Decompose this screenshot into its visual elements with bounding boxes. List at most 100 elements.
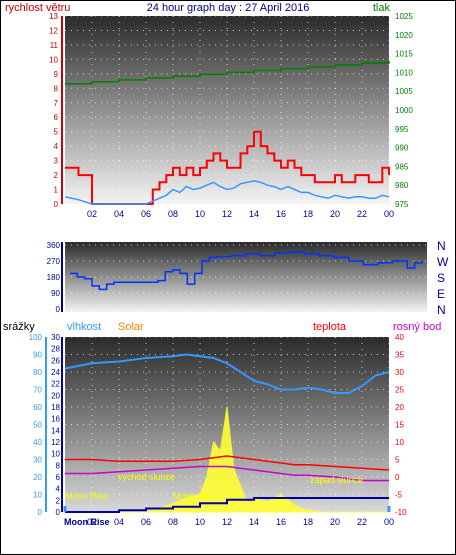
pressure-tick-label: 975 <box>395 200 409 209</box>
wind-speed-tick-label: 5 <box>54 128 59 137</box>
temperature-tick-label: 35 <box>395 351 404 360</box>
wind-speed-tick-label: 7 <box>54 99 59 108</box>
humidity-tick-label: 2 <box>56 496 61 505</box>
wind-speed-tick-label: 8 <box>54 84 59 93</box>
compass-tick-label: N <box>437 303 446 317</box>
panel-3-series <box>63 353 391 513</box>
direction-degree-tick-label: 0 <box>56 305 61 314</box>
humidity-tick-label: 12 <box>51 438 60 447</box>
sunrise-annotation: východ slunce <box>118 472 175 482</box>
humidity-tick-label: 30 <box>51 333 60 342</box>
average-wind-line <box>64 180 390 205</box>
temperature-tick-label: 25 <box>395 386 404 395</box>
panel-1-y-axis-right: 975 980 985 990 995 1000 1005 1010 1015 1020 1025 <box>395 12 413 209</box>
panel-1-x-axis: 02 04 06 08 10 12 14 16 18 20 22 00 <box>87 209 394 219</box>
moon-set-annotation: Moon Set <box>173 491 212 501</box>
wind-direction-line <box>70 251 423 291</box>
pressure-tick-label: 1000 <box>395 106 413 115</box>
humidity-tick-label: 14 <box>51 426 60 435</box>
panel-3-x-tick-label: 08 <box>168 517 178 527</box>
panel-1-x-tick-label: 18 <box>303 209 313 219</box>
wind-pressure-panel: rychlost větru 24 hour graph day : 27 Ap… <box>5 2 413 219</box>
humidity-tick-label: 10 <box>51 450 60 459</box>
panel-3-x-tick-label: 18 <box>303 517 313 527</box>
compass-tick-label: N <box>437 239 446 253</box>
pressure-tick-label: 1020 <box>395 31 413 40</box>
panel-3-x-tick-label: 04 <box>114 517 124 527</box>
humidity-tick-label: 4 <box>56 485 61 494</box>
panel-1-x-tick-label: 04 <box>114 209 124 219</box>
wind-speed-tick-label: 1 <box>54 186 59 195</box>
rain-tick-label: 60 <box>33 403 42 412</box>
humidity-tick-label: 0 <box>56 508 61 517</box>
temperature-tick-label: 10 <box>395 438 404 447</box>
panel-1-x-tick-label: 12 <box>222 209 232 219</box>
humidity-tick-label: 16 <box>51 415 60 424</box>
chart-title: 24 hour graph day : 27 April 2016 <box>147 2 310 14</box>
wind-speed-tick-label: 6 <box>54 113 59 122</box>
direction-degree-tick-label: 180 <box>47 273 61 282</box>
panel-3-x-tick-label: 06 <box>141 517 151 527</box>
humidity-temperature-panel: srážky vlhkost Solar teplota rosný bod 0… <box>3 321 441 527</box>
wind-gust-line <box>65 130 390 205</box>
panel-1-x-tick-label: 16 <box>276 209 286 219</box>
wind-speed-tick-label: 13 <box>49 12 58 21</box>
panel-1-x-tick-label: 14 <box>249 209 259 219</box>
humidity-label: vlhkost <box>67 321 101 333</box>
rain-tick-label: 10 <box>33 491 42 500</box>
panel-1-x-tick-label: 02 <box>87 209 97 219</box>
pressure-tick-label: 980 <box>395 181 409 190</box>
humidity-tick-label: 8 <box>56 461 61 470</box>
panel-2-y-axis-left: 0 90 180 270 360 <box>47 241 63 314</box>
compass-tick-label: S <box>437 271 445 285</box>
panel-3-x-tick-label: 14 <box>249 517 259 527</box>
temperature-line <box>65 455 390 471</box>
humidity-line <box>64 353 390 394</box>
pressure-tick-label: 995 <box>395 125 409 134</box>
humidity-tick-label: 18 <box>51 403 60 412</box>
panel-3-y-axis-rain: 0 10 20 30 40 50 60 70 80 90 100 <box>29 333 47 517</box>
temperature-tick-label: 0 <box>395 473 400 482</box>
temperature-tick-label: 20 <box>395 403 404 412</box>
rain-tick-label: 0 <box>38 508 43 517</box>
panel-3-y-axis-temperature: -10 -5 0 5 10 15 20 25 30 35 40 <box>395 333 407 517</box>
pressure-line <box>65 61 390 85</box>
temperature-tick-label: 15 <box>395 421 404 430</box>
wind-speed-tick-label: 11 <box>50 41 59 50</box>
wind-speed-label: rychlost větru <box>5 2 70 14</box>
panel-1-x-tick-label: 00 <box>384 209 394 219</box>
temperature-tick-label: 30 <box>395 368 404 377</box>
panel-3-x-tick-label: 10 <box>195 517 205 527</box>
panel-3-x-tick-label: 20 <box>330 517 340 527</box>
moon-rise-label: Moon Rise <box>64 517 110 527</box>
panel-1-x-tick-label: 06 <box>141 209 151 219</box>
panel-1-x-tick-label: 08 <box>168 209 178 219</box>
wind-speed-tick-label: 3 <box>54 157 59 166</box>
rain-tick-label: 80 <box>33 368 42 377</box>
panel-1-x-tick-label: 22 <box>357 209 367 219</box>
panel-1-x-tick-label: 10 <box>195 209 205 219</box>
pressure-tick-label: 1015 <box>395 50 413 59</box>
humidity-tick-label: 24 <box>51 368 60 377</box>
rain-tick-label: 20 <box>33 473 42 482</box>
sunset-annotation: západ slunce <box>310 475 363 485</box>
rain-tick-label: 70 <box>33 386 42 395</box>
compass-tick-label: W <box>437 255 449 269</box>
direction-degree-tick-label: 360 <box>47 241 61 250</box>
rain-tick-label: 40 <box>33 438 42 447</box>
solar-label: Solar <box>118 321 144 333</box>
humidity-tick-label: 20 <box>51 391 60 400</box>
pressure-tick-label: 1025 <box>395 12 413 21</box>
wind-speed-tick-label: 0 <box>54 200 59 209</box>
panel-2-series <box>70 251 423 291</box>
pressure-tick-label: 1005 <box>395 87 413 96</box>
rain-tick-label: 50 <box>33 421 42 430</box>
moon-rise-annotation: Moon Rise <box>65 491 108 501</box>
humidity-tick-label: 6 <box>56 473 61 482</box>
panel-3-x-tick-label: 12 <box>222 517 232 527</box>
